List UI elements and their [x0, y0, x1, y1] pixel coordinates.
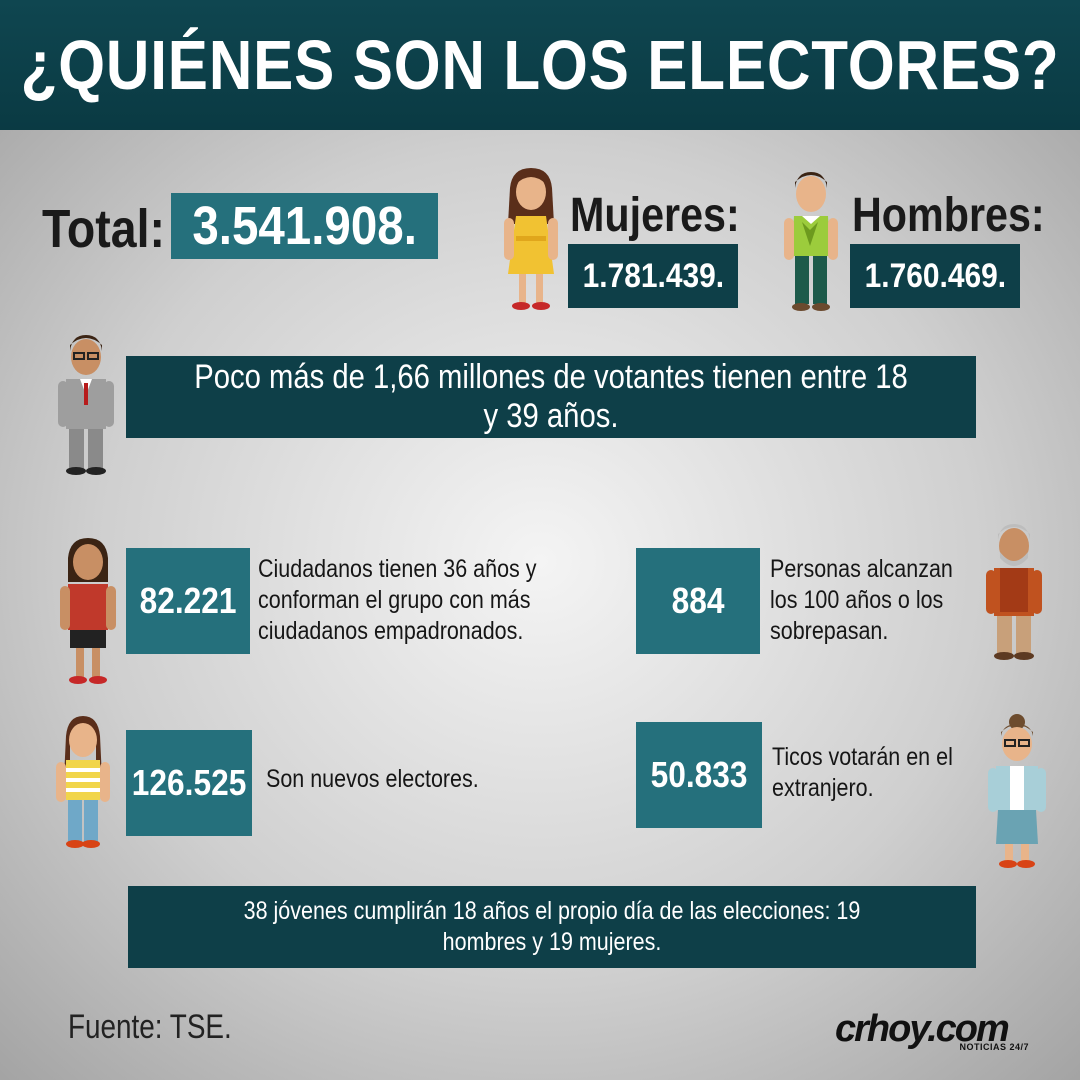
- centenarians-value: 884: [636, 548, 760, 654]
- women-label: Mujeres:: [570, 189, 740, 242]
- logo-main: crhoy.com: [835, 1008, 1010, 1050]
- woman-yellow-dress-icon: [504, 168, 558, 310]
- page-title: ¿QUIÉNES SON LOS ELECTORES?: [0, 0, 1080, 130]
- man-suit-icon: [58, 335, 114, 475]
- elderly-man-icon: [986, 524, 1042, 660]
- total-value: 3.541.908.: [171, 193, 438, 259]
- woman-red-top-icon: [60, 538, 116, 684]
- new-voters-text: Son nuevos electores.: [266, 765, 479, 793]
- woman-blue-jacket-icon: [988, 714, 1046, 868]
- girl-striped-top-icon: [56, 716, 110, 848]
- men-value: 1.760.469.: [850, 244, 1020, 308]
- age36-text: Ciudadanos tienen 36 años y conforman el…: [258, 555, 537, 645]
- men-label: Hombres:: [852, 189, 1045, 242]
- source-note: Fuente: TSE.: [68, 1008, 232, 1046]
- abroad-value: 50.833: [636, 722, 762, 828]
- youth-banner: 38 jóvenes cumplirán 18 años el propio d…: [128, 886, 976, 968]
- boy-green-sweater-icon: [784, 172, 838, 311]
- logo-sub: NOTICIAS 24/7: [959, 1042, 1029, 1052]
- age36-value: 82.221: [126, 548, 250, 654]
- abroad-text: Ticos votarán en el extranjero.: [772, 743, 953, 802]
- crhoy-logo: crhoy.com NOTICIAS 24/7: [835, 1008, 1035, 1058]
- age-range-banner: Poco más de 1,66 millones de votantes ti…: [126, 356, 976, 438]
- total-label: Total:: [42, 199, 165, 259]
- women-value: 1.781.439.: [568, 244, 738, 308]
- centenarians-text: Personas alcanzan los 100 años o los sob…: [770, 555, 953, 645]
- new-voters-value: 126.525: [126, 730, 252, 836]
